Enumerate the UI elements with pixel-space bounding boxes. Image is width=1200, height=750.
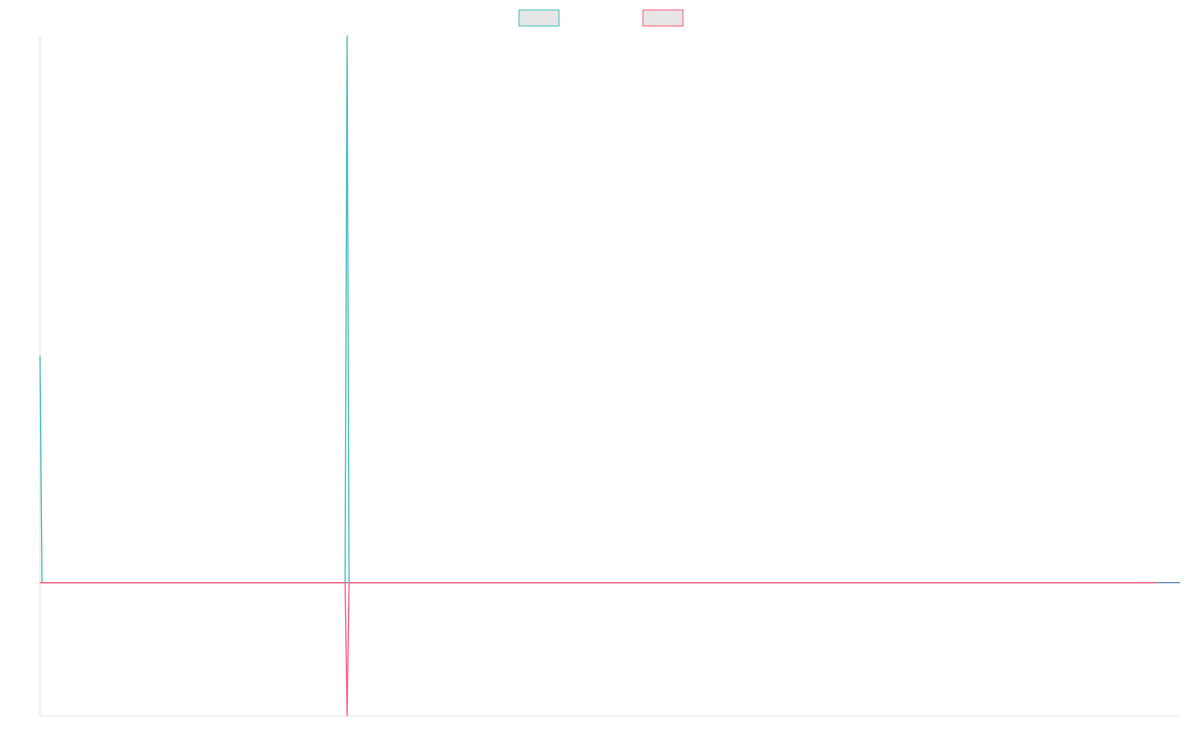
legend-swatch-1[interactable]: [518, 9, 560, 27]
legend: [518, 9, 684, 27]
axes: [39, 36, 1180, 717]
series-layer: [39, 35, 1157, 717]
legend-swatch-2[interactable]: [642, 9, 684, 27]
series-line-2: [39, 582, 1157, 717]
series-line-1: [39, 35, 1147, 584]
